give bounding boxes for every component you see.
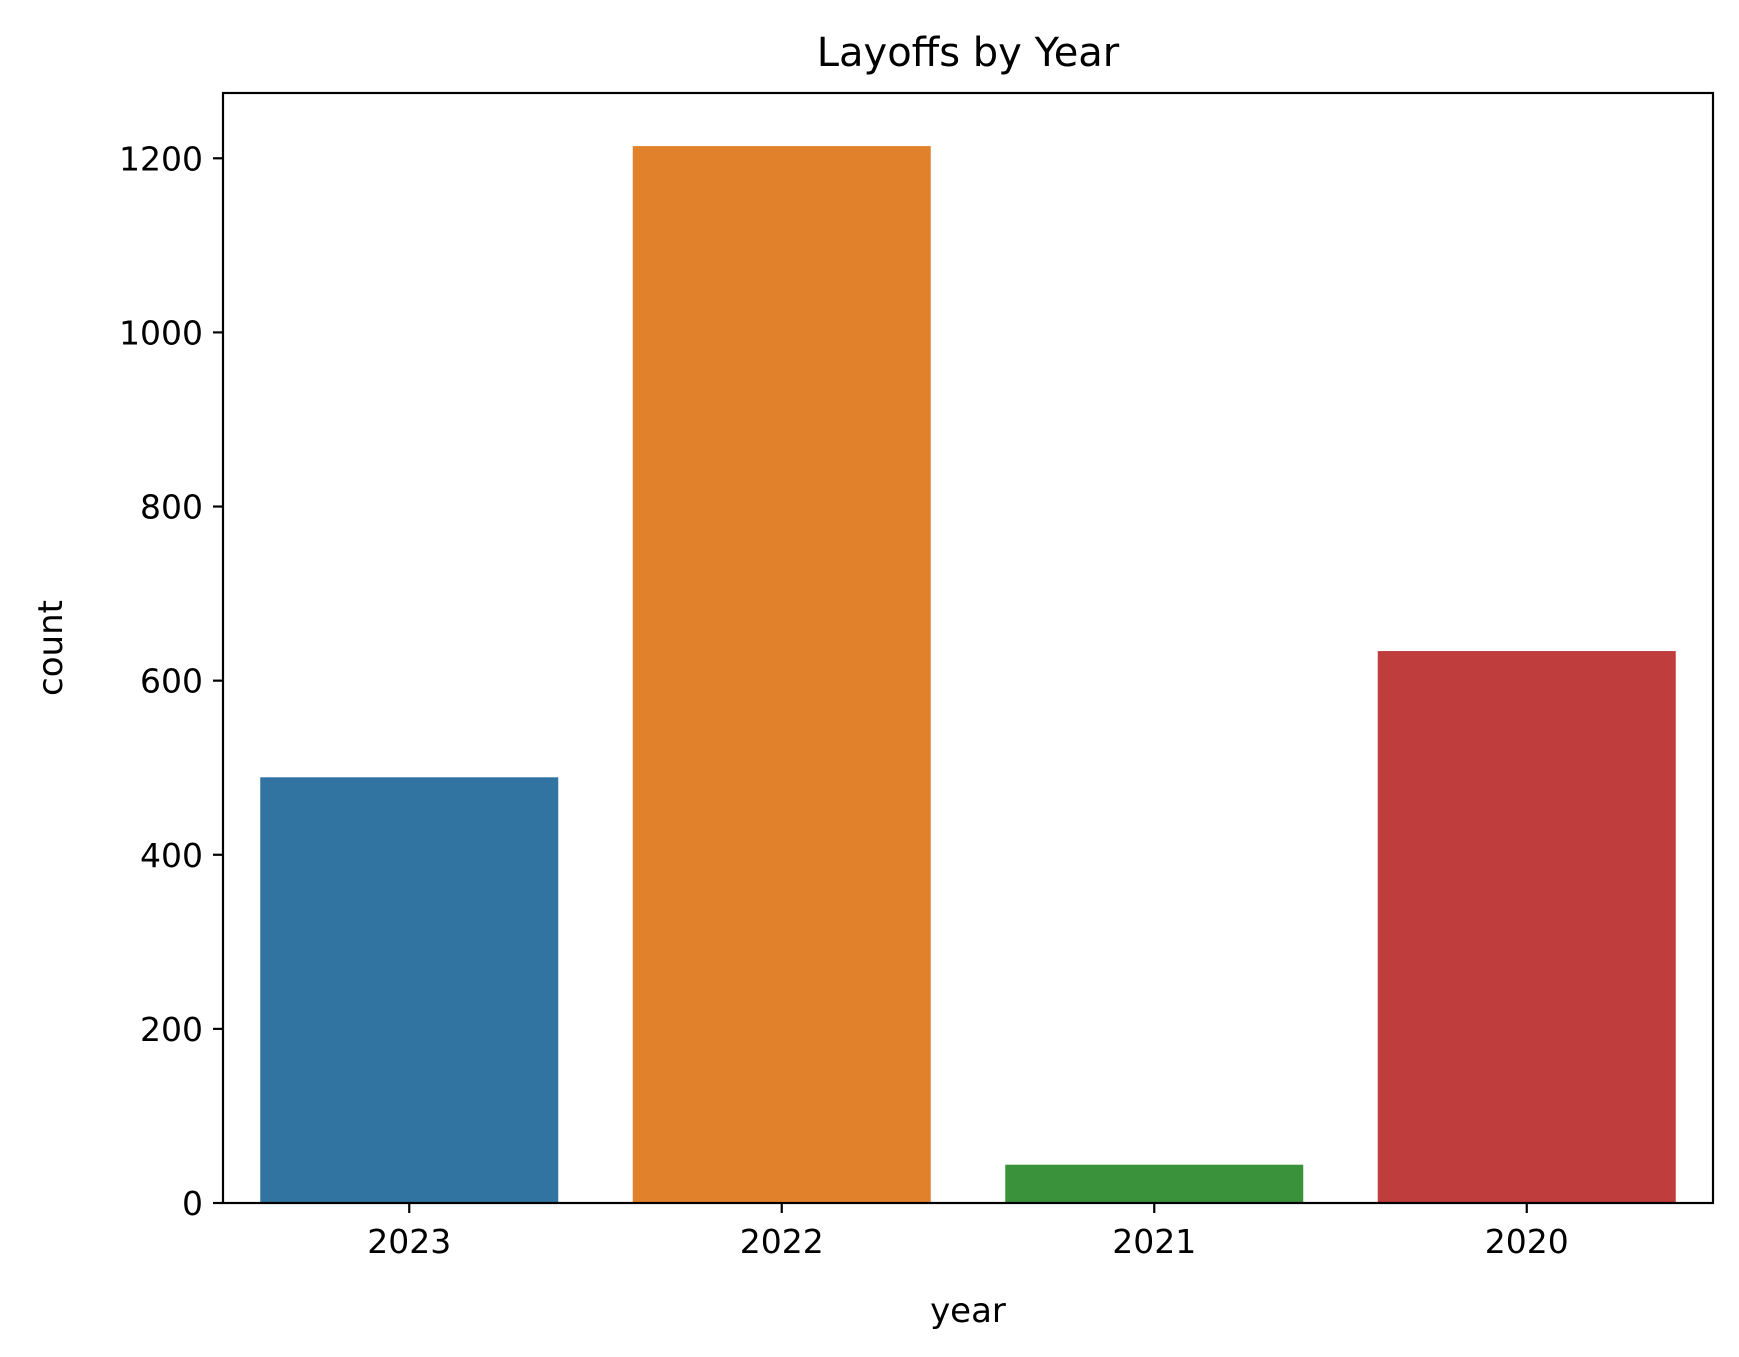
chart-title: Layoffs by Year [817, 30, 1120, 76]
bar-2020 [1377, 651, 1676, 1203]
y-tick-label-0: 0 [182, 1184, 203, 1223]
y-axis-ticks: 0 200 400 600 800 1000 1200 [119, 139, 223, 1223]
y-tick-label-200: 200 [140, 1010, 203, 1049]
y-axis-label: count [31, 600, 71, 696]
x-tick-label-2021: 2021 [1112, 1222, 1196, 1261]
plot-frame [221, 91, 1715, 1205]
x-axis-ticks: 2023 2022 2021 2020 [367, 1203, 1569, 1261]
bar-2021 [1005, 1164, 1304, 1203]
bars-layer [260, 146, 1676, 1204]
y-tick-label-600: 600 [140, 662, 203, 701]
y-tick-label-800: 800 [140, 488, 203, 527]
y-tick-label-1200: 1200 [119, 139, 203, 178]
x-axis-label: year [930, 1291, 1006, 1331]
x-tick-label-2023: 2023 [367, 1222, 451, 1261]
x-tick-label-2022: 2022 [740, 1222, 824, 1261]
y-tick-label-400: 400 [140, 836, 203, 875]
bar-2023 [260, 777, 559, 1203]
x-tick-label-2020: 2020 [1485, 1222, 1569, 1261]
bar-2022 [632, 146, 931, 1204]
y-tick-label-1000: 1000 [119, 313, 203, 352]
